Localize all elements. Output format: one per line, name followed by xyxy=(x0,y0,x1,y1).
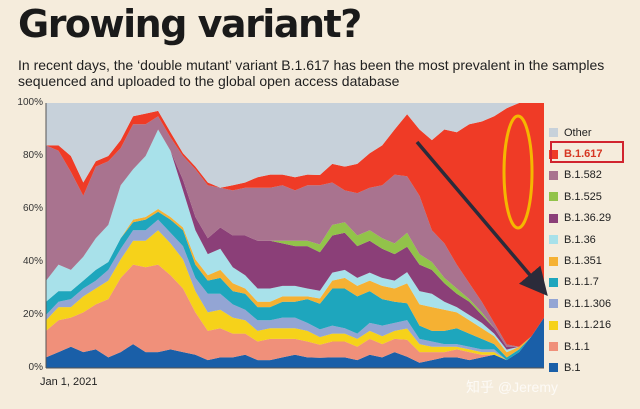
trend-arrow xyxy=(415,140,548,297)
y-tick-label: 0% xyxy=(28,362,43,373)
legend-swatch xyxy=(549,170,558,180)
area-B-1-582 xyxy=(46,116,544,347)
legend-swatch xyxy=(549,363,558,373)
legend-item-B-1-351: B.1.351 xyxy=(549,250,634,271)
y-tick-label: 60% xyxy=(22,203,43,214)
legend-item-B-1-36: B.1.36 xyxy=(549,229,634,250)
legend-swatch xyxy=(549,342,558,352)
watermark: 知乎 @Jeremy xyxy=(466,379,558,395)
legend-swatch xyxy=(549,192,558,202)
legend-label: Other xyxy=(564,126,592,139)
legend-swatch xyxy=(549,235,558,245)
legend-label: B.1.36.29 xyxy=(564,212,612,225)
highlight-ellipse xyxy=(502,114,534,230)
chart-subtitle: In recent days, the ‘double mutant’ vari… xyxy=(18,57,628,89)
legend-label: B.1.1.7 xyxy=(564,276,599,289)
legend-swatch xyxy=(549,128,558,138)
y-tick-label: 20% xyxy=(22,309,43,320)
legend-label: B.1.525 xyxy=(564,190,602,203)
area-Other xyxy=(46,103,544,188)
legend-item-B-1-36-29: B.1.36.29 xyxy=(549,208,634,229)
area-B-1-1 xyxy=(46,264,544,363)
y-tick-label: 80% xyxy=(22,150,43,161)
legend-label: B.1.582 xyxy=(564,169,602,182)
y-tick-label: 40% xyxy=(22,256,43,267)
chart-title: Growing variant? xyxy=(18,2,362,46)
legend-label: B.1 xyxy=(564,361,581,374)
legend-swatch xyxy=(549,320,558,330)
legend-label: B.1.1.216 xyxy=(564,319,612,332)
legend-item-B-1: B.1 xyxy=(549,357,634,378)
legend-swatch xyxy=(549,299,558,309)
area-B-1-36 xyxy=(46,129,544,353)
legend-item-B-1-1-7: B.1.1.7 xyxy=(549,272,634,293)
legend-swatch xyxy=(549,149,558,159)
legend-item-B-1-525: B.1.525 xyxy=(549,186,634,207)
legend-item-B-1-1-306: B.1.1.306 xyxy=(549,293,634,314)
legend-item-B-1-582: B.1.582 xyxy=(549,165,634,186)
legend-label: B.1.351 xyxy=(564,255,602,268)
legend-highlight-box xyxy=(550,141,624,163)
legend-item-B-1-617: B.1.617 xyxy=(549,143,634,164)
area-B-1-1-216 xyxy=(46,230,544,361)
subtitle-line-1: In recent days, the ‘double mutant’ vari… xyxy=(18,57,605,73)
area-B-1 xyxy=(46,317,544,368)
legend-label: B.1.617 xyxy=(564,148,603,161)
subtitle-line-2: sequenced and uploaded to the global ope… xyxy=(18,73,400,89)
legend-item-Other: Other xyxy=(549,122,634,143)
area-B-1-1-7 xyxy=(46,211,544,361)
legend-label: B.1.1.306 xyxy=(564,297,612,310)
legend-swatch xyxy=(549,213,558,223)
area-B-1-617 xyxy=(46,103,544,347)
legend: Other B.1.617 B.1.582 B.1.525 B.1.36.29 B.1.3… xyxy=(549,122,634,379)
legend-label: B.1.1 xyxy=(564,340,590,353)
legend-item-B-1-1-216: B.1.1.216 xyxy=(549,315,634,336)
legend-item-B-1-1: B.1.1 xyxy=(549,336,634,357)
area-B-1-351 xyxy=(46,209,544,358)
legend-swatch xyxy=(549,256,558,266)
y-tick-label: 100% xyxy=(17,97,43,108)
x-tick-label: Jan 1, 2021 xyxy=(40,376,98,388)
legend-label: B.1.36 xyxy=(564,233,596,246)
legend-swatch xyxy=(549,277,558,287)
